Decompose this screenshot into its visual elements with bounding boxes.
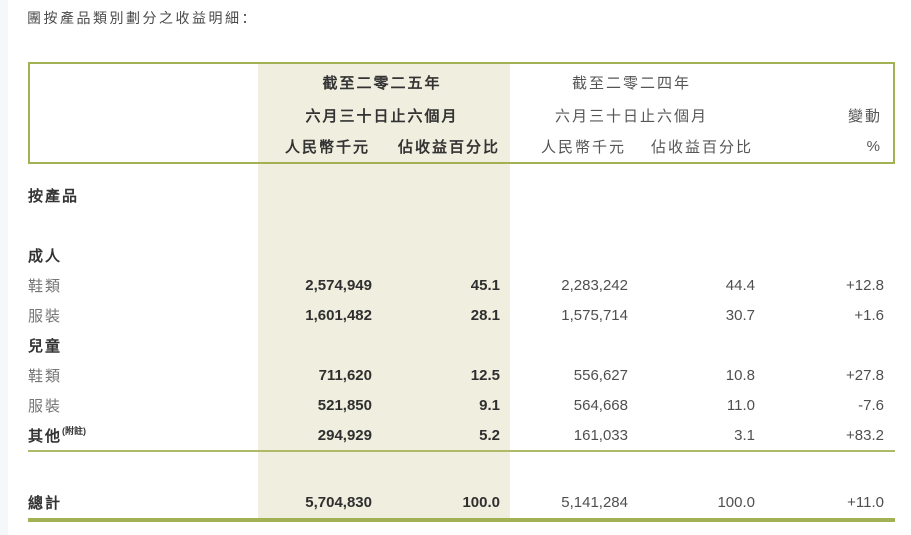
table-row: 成人 (28, 240, 895, 270)
change-percent: +1.6 (854, 306, 884, 324)
table-row (28, 210, 895, 240)
header-spacer (30, 131, 256, 162)
percent-2024: 10.8 (725, 366, 755, 384)
table-row: 服裝 521,850 9.1 564,668 11.0 -7.6 (28, 390, 895, 420)
value-2025: 294,929 (317, 426, 372, 444)
percent-2025: 100.0 (462, 493, 500, 511)
revenue-breakdown-table: 截至二零二五年 截至二零二四年 六月三十日止六個月 六月三十日止六個月 變動 人… (28, 62, 895, 522)
header-change-label: 變動 (847, 108, 882, 125)
table-row: 總計 5,704,830 100.0 5,141,284 100.0 +11.0 (28, 486, 895, 518)
row-label: 鞋類 (28, 277, 63, 295)
table-row (28, 452, 895, 486)
value-2025: 711,620 (318, 366, 372, 384)
header-spacer (30, 100, 256, 131)
row-label: 服裝 (28, 397, 63, 415)
header-period-2024-line1: 截至二零二四年 (571, 74, 691, 92)
footnote-marker: (附註) (62, 425, 87, 436)
change-percent: +11.0 (847, 493, 884, 511)
value-2024: 2,283,242 (561, 276, 628, 294)
value-2024: 161,033 (573, 426, 628, 444)
value-2025: 2,574,949 (305, 276, 372, 294)
header-period-2024-line2: 六月三十日止六個月 (554, 108, 708, 125)
percent-2024: 30.7 (725, 306, 755, 324)
value-2024: 5,141,284 (561, 493, 628, 511)
percent-2024: 100.0 (717, 493, 755, 511)
table-row: 其他(附註) 294,929 5.2 161,033 3.1 +83.2 (28, 420, 895, 452)
table-row: 服裝 1,601,482 28.1 1,575,714 30.7 +1.6 (28, 300, 895, 330)
current-period-highlight-column (258, 62, 510, 522)
page-edge-strip (0, 0, 8, 535)
row-label: 總計 (28, 494, 63, 512)
value-2024: 564,668 (573, 396, 628, 414)
change-percent: +27.8 (846, 366, 884, 384)
table-header: 截至二零二五年 截至二零二四年 六月三十日止六個月 六月三十日止六個月 變動 人… (28, 62, 895, 164)
header-spacer (30, 64, 256, 100)
value-2024: 1,575,714 (561, 306, 628, 324)
percent-2024: 44.4 (725, 276, 755, 294)
header-pct-2025: 佔收益百分比 (397, 139, 500, 156)
value-2025: 521,850 (317, 396, 372, 414)
change-percent: -7.6 (858, 396, 884, 414)
row-label: 按產品 (28, 187, 80, 205)
header-unit-2024: 人民幣千元 (540, 139, 626, 156)
value-2025: 1,601,482 (305, 306, 372, 324)
row-label: 鞋類 (28, 367, 63, 385)
change-percent: +12.8 (846, 276, 884, 294)
row-label: 兒童 (28, 337, 63, 355)
header-pct-2024: 佔收益百分比 (650, 139, 753, 156)
percent-2025: 5.2 (479, 426, 500, 444)
percent-2025: 45.1 (470, 276, 500, 294)
value-2024: 556,627 (573, 366, 628, 384)
table-row: 兒童 (28, 330, 895, 360)
value-2025: 5,704,830 (305, 493, 372, 511)
table-row: 鞋類 2,574,949 45.1 2,283,242 44.4 +12.8 (28, 270, 895, 300)
table-row: 按產品 (28, 180, 895, 210)
page-title: 團按產品類別劃分之收益明細： (27, 10, 258, 26)
header-unit-2025: 人民幣千元 (284, 139, 370, 156)
percent-2025: 12.5 (470, 366, 500, 384)
percent-2024: 3.1 (734, 426, 755, 444)
row-label: 其他(附註) (28, 425, 87, 445)
header-period-2025-line1: 截至二零二五年 (322, 74, 442, 92)
table-body: 按產品成人鞋類 2,574,949 45.1 2,283,242 44.4 +12.8 服裝… (28, 164, 895, 522)
header-period-2025-line2: 六月三十日止六個月 (305, 108, 459, 125)
change-percent: +83.2 (846, 426, 884, 444)
percent-2025: 9.1 (479, 396, 500, 414)
table-row: 鞋類 711,620 12.5 556,627 10.8 +27.8 (28, 360, 895, 390)
percent-2025: 28.1 (470, 306, 500, 324)
percent-2024: 11.0 (726, 396, 755, 414)
row-label: 服裝 (28, 307, 63, 325)
header-change-unit: % (866, 138, 882, 155)
header-spacer (755, 64, 893, 100)
row-label: 成人 (28, 247, 63, 265)
